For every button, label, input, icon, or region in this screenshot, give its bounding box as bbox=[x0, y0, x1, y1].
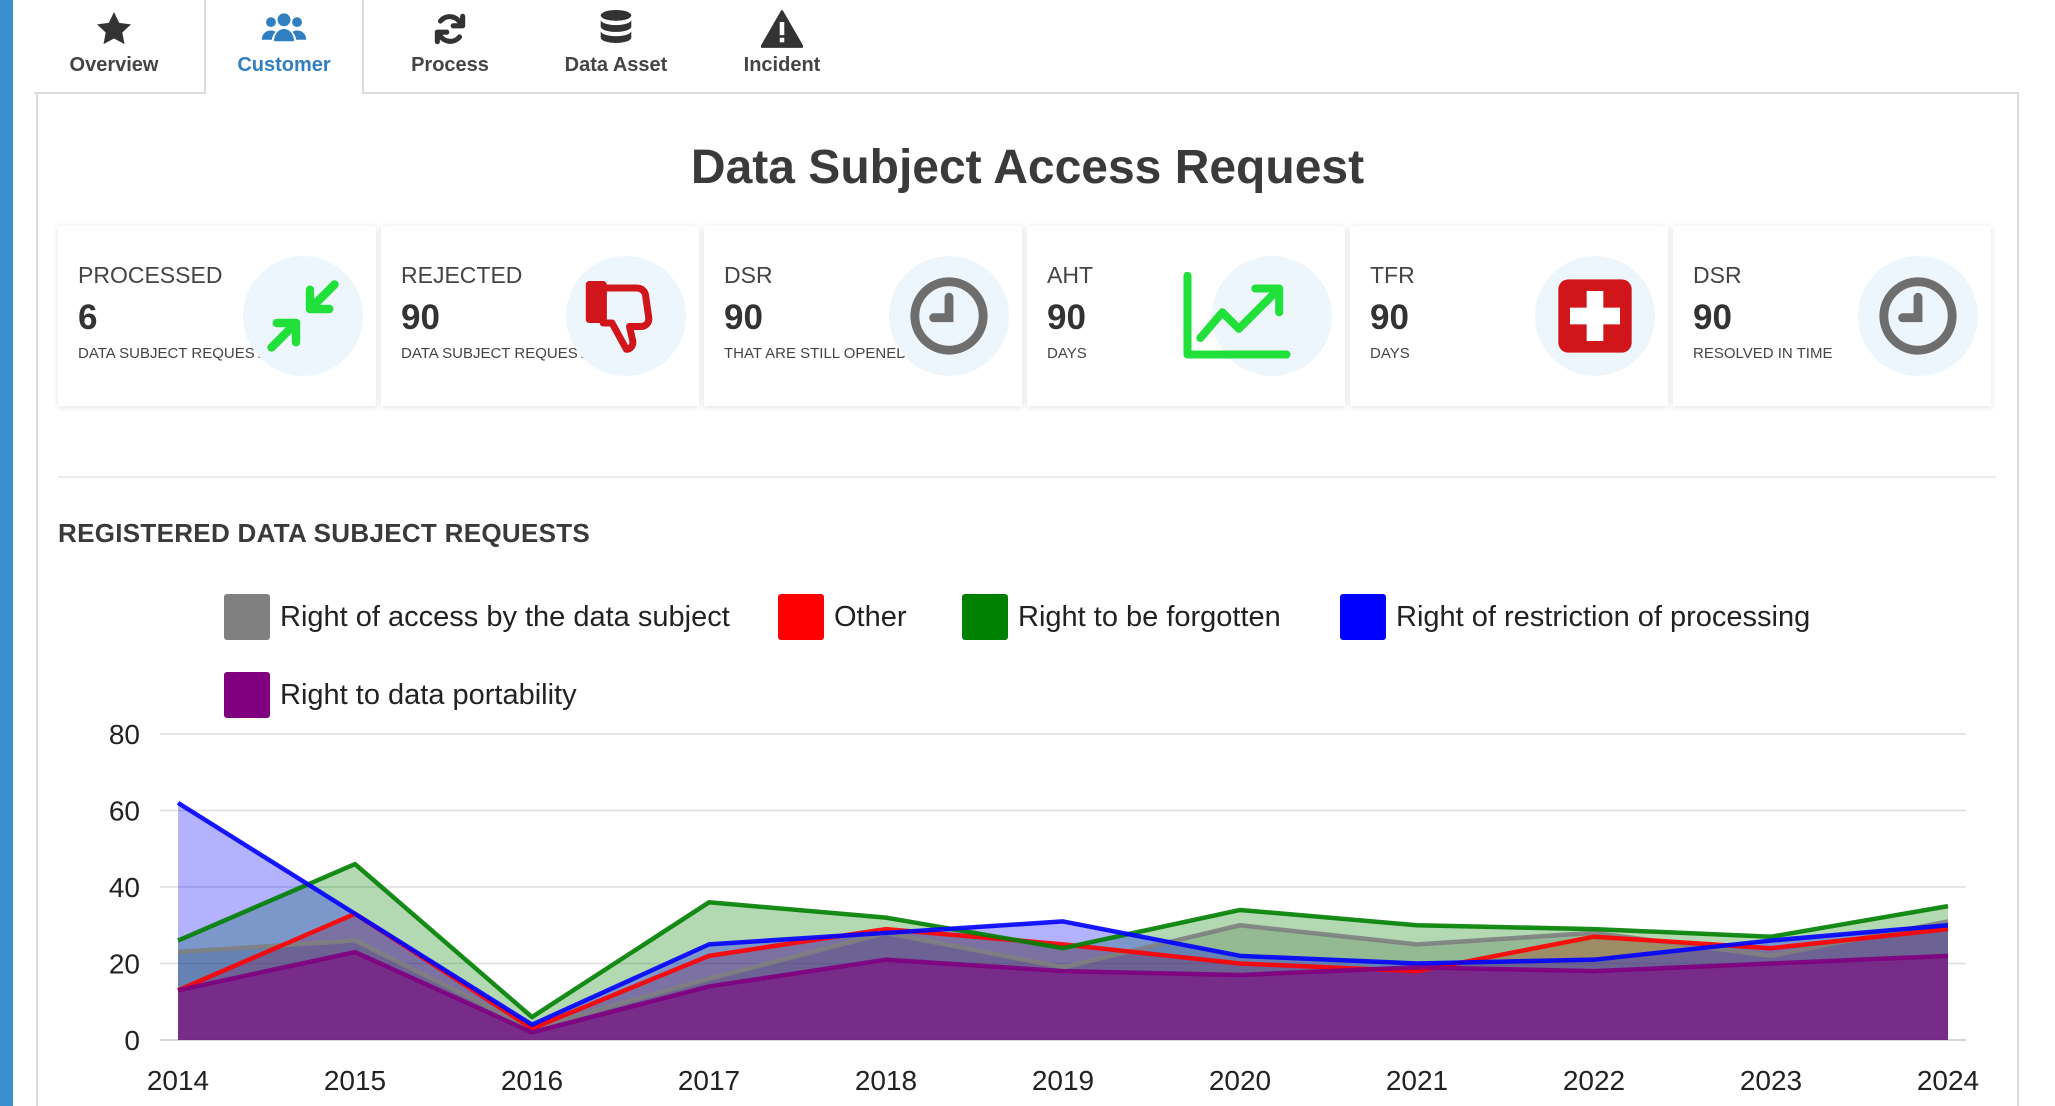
tab-label: Data Asset bbox=[564, 54, 668, 76]
tab-overview[interactable]: Overview bbox=[34, 0, 194, 92]
legend-label: Other bbox=[834, 600, 907, 633]
card-label: DSR bbox=[724, 262, 773, 288]
series-area bbox=[178, 952, 1948, 1040]
trend-up-icon bbox=[1177, 256, 1297, 376]
y-tick-label: 20 bbox=[109, 949, 140, 980]
legend-swatch bbox=[962, 594, 1008, 640]
x-tick-label: 2020 bbox=[1209, 1065, 1271, 1096]
legend-item-other[interactable]: Other bbox=[778, 594, 907, 640]
kpi-card-dsr-resolved: DSR 90 RESOLVED IN TIME bbox=[1673, 226, 1991, 406]
series-line bbox=[176, 800, 1949, 1027]
card-subtitle: DATA SUBJECT REQUESTS bbox=[401, 345, 591, 362]
card-value: 90 bbox=[1047, 298, 1086, 337]
tab-data-asset[interactable]: Data Asset bbox=[536, 0, 696, 92]
legend-label: Right to data portability bbox=[280, 678, 577, 711]
legend-label: Right of restriction of processing bbox=[1396, 600, 1811, 633]
star-icon bbox=[91, 6, 137, 52]
x-tick-label: 2014 bbox=[147, 1065, 209, 1096]
card-value: 6 bbox=[78, 298, 98, 337]
tab-label: Process bbox=[411, 54, 489, 76]
card-label: TFR bbox=[1370, 262, 1415, 288]
tab-customer[interactable]: Customer bbox=[204, 0, 364, 94]
card-label: REJECTED bbox=[401, 262, 523, 288]
x-tick-label: 2023 bbox=[1740, 1065, 1802, 1096]
x-tick-label: 2015 bbox=[324, 1065, 386, 1096]
card-subtitle: DAYS bbox=[1370, 345, 1410, 362]
x-tick-label: 2018 bbox=[855, 1065, 917, 1096]
tab-incident[interactable]: Incident bbox=[702, 0, 862, 92]
x-tick-label: 2024 bbox=[1917, 1065, 1979, 1096]
kpi-card-tfr: TFR 90 DAYS bbox=[1350, 226, 1668, 406]
section-divider bbox=[58, 476, 1996, 478]
legend-swatch bbox=[778, 594, 824, 640]
requests-area-chart: 0 20 40 60 80 2014 2015 2016 2017 2018 2019 2020 202… bbox=[109, 719, 1979, 1096]
series-line bbox=[177, 949, 1949, 1035]
x-tick-label: 2019 bbox=[1032, 1065, 1094, 1096]
clock-icon bbox=[1858, 256, 1978, 376]
card-subtitle: DAYS bbox=[1047, 345, 1087, 362]
thumbs-down-icon bbox=[566, 256, 686, 376]
legend-item-right-to-data-portability[interactable]: Right to data portability bbox=[224, 672, 577, 718]
card-value: 90 bbox=[1370, 298, 1409, 337]
database-icon bbox=[593, 6, 639, 52]
x-tick-label: 2022 bbox=[1563, 1065, 1625, 1096]
left-accent-bar bbox=[0, 0, 13, 1106]
legend-item-right-of-access[interactable]: Right of access by the data subject bbox=[224, 594, 730, 640]
section-title: REGISTERED DATA SUBJECT REQUESTS bbox=[58, 518, 591, 548]
card-value: 90 bbox=[401, 298, 440, 337]
y-tick-label: 80 bbox=[109, 719, 140, 750]
users-icon bbox=[261, 6, 307, 52]
kpi-card-rejected: REJECTED 90 DATA SUBJECT REQUESTS bbox=[381, 226, 699, 406]
tab-label: Incident bbox=[743, 54, 821, 76]
kpi-card-aht: AHT 90 DAYS bbox=[1027, 226, 1345, 406]
legend-label: Right to be forgotten bbox=[1018, 600, 1281, 633]
medical-cross-icon bbox=[1535, 256, 1655, 376]
content-panel bbox=[36, 92, 2019, 1106]
tab-label: Overview bbox=[69, 54, 159, 76]
card-subtitle: RESOLVED IN TIME bbox=[1693, 345, 1833, 362]
legend-label: Right of access by the data subject bbox=[280, 600, 730, 633]
x-tick-label: 2017 bbox=[678, 1065, 740, 1096]
y-tick-label: 60 bbox=[109, 796, 140, 827]
legend-swatch bbox=[1340, 594, 1386, 640]
kpi-card-dsr-opened: DSR 90 THAT ARE STILL OPENED bbox=[704, 226, 1022, 406]
card-value: 90 bbox=[1693, 298, 1732, 337]
icon-circle bbox=[243, 256, 363, 376]
warning-icon bbox=[759, 6, 805, 52]
legend-swatch bbox=[224, 594, 270, 640]
kpi-card-processed: PROCESSED 6 DATA SUBJECT REQUESTS bbox=[58, 226, 376, 406]
x-tick-label: 2021 bbox=[1386, 1065, 1448, 1096]
card-label: AHT bbox=[1047, 262, 1093, 288]
card-label: PROCESSED bbox=[78, 262, 223, 288]
y-tick-label: 0 bbox=[124, 1025, 140, 1056]
page-title: Data Subject Access Request bbox=[690, 141, 1365, 194]
legend-item-right-to-be-forgotten[interactable]: Right to be forgotten bbox=[962, 594, 1281, 640]
card-label: DSR bbox=[1693, 262, 1742, 288]
legend-swatch bbox=[224, 672, 270, 718]
y-tick-label: 40 bbox=[109, 872, 140, 903]
card-value: 90 bbox=[724, 298, 763, 337]
tab-bar: Overview Customer Process bbox=[34, 0, 2019, 94]
x-tick-label: 2016 bbox=[501, 1065, 563, 1096]
card-subtitle: DATA SUBJECT REQUESTS bbox=[78, 345, 268, 362]
tab-label: Customer bbox=[237, 54, 331, 76]
compress-arrows-icon bbox=[243, 256, 363, 376]
legend-item-right-of-restriction[interactable]: Right of restriction of processing bbox=[1340, 594, 1810, 640]
refresh-icon bbox=[427, 6, 473, 52]
tab-process[interactable]: Process bbox=[370, 0, 530, 92]
card-subtitle: THAT ARE STILL OPENED bbox=[724, 345, 908, 362]
clock-icon bbox=[889, 256, 1009, 376]
series-line bbox=[177, 861, 1949, 1020]
